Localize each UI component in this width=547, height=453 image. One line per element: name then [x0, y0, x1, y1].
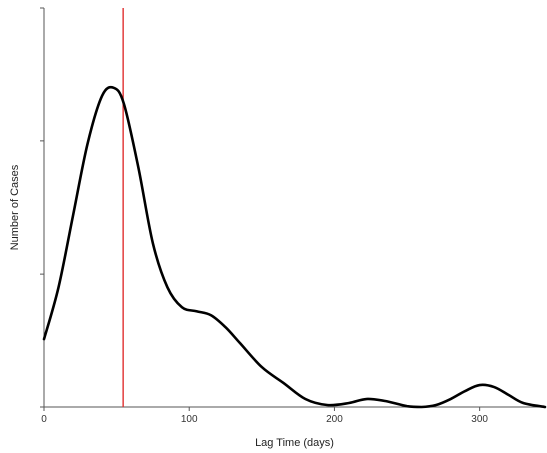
labels: Lag Time (days) Number of Cases	[9, 164, 334, 449]
x-tick-label: 200	[326, 414, 343, 425]
series-layer	[42, 85, 547, 409]
x-axis-title: Lag Time (days)	[255, 437, 334, 449]
y-axis-title: Number of Cases	[9, 164, 21, 250]
x-tick-label: 300	[471, 414, 488, 425]
axes: 0 100 200 300	[40, 7, 545, 425]
x-tick-label: 0	[41, 414, 47, 425]
x-tick-label: 100	[181, 414, 198, 425]
density-curve	[42, 85, 547, 409]
